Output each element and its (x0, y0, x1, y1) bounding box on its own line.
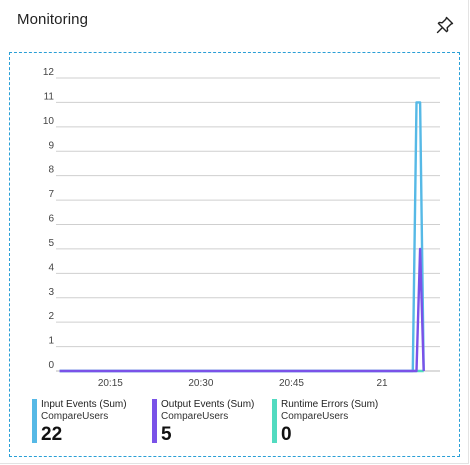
y-tick-label: 7 (48, 189, 54, 200)
series-line-output (59, 247, 425, 373)
pin-icon[interactable] (434, 14, 456, 36)
panel-title: Monitoring (17, 11, 89, 28)
legend-value: 0 (281, 424, 292, 445)
series-line-input (59, 101, 425, 373)
legend-value: 22 (41, 424, 63, 445)
legend-item-input-events[interactable]: Input Events (Sum) CompareUsers 22 (32, 399, 127, 447)
legend-swatch-output-events (152, 399, 157, 443)
y-tick-label: 2 (48, 311, 54, 322)
y-tick-label: 1 (48, 336, 54, 347)
legend-swatch-input-events (32, 399, 37, 443)
legend-value: 5 (161, 424, 172, 445)
y-tick-label: 9 (48, 140, 54, 151)
legend-item-runtime-errors[interactable]: Runtime Errors (Sum) CompareUsers 0 (272, 399, 378, 447)
y-tick-label: 4 (48, 262, 54, 273)
y-tick-label: 6 (48, 214, 54, 225)
legend-name: Input Events (Sum) (41, 399, 127, 410)
y-tick-label: 10 (43, 116, 55, 127)
legend-item-output-events[interactable]: Output Events (Sum) CompareUsers 5 (152, 399, 254, 447)
x-tick-label: 20:30 (188, 378, 213, 389)
chart-tile[interactable]: 0 1 2 3 4 5 6 7 8 9 10 11 12 20:15 20:30 20:45 21 Input … (9, 52, 460, 457)
legend-name: Output Events (Sum) (161, 399, 255, 410)
x-tick-label: 20:45 (279, 378, 304, 389)
y-tick-label: 8 (48, 165, 54, 176)
pin-icon-graphic (436, 16, 454, 34)
legend-subtitle: CompareUsers (41, 411, 109, 422)
y-tick-label: 11 (44, 91, 55, 102)
y-tick-label: 3 (48, 287, 54, 298)
y-tick-label: 5 (48, 238, 54, 249)
y-tick-label: 12 (43, 67, 55, 78)
y-tick-label: 0 (48, 360, 54, 371)
legend-subtitle: CompareUsers (161, 411, 229, 422)
legend-subtitle: CompareUsers (281, 411, 349, 422)
legend-name: Runtime Errors (Sum) (281, 399, 379, 410)
x-tick-label: 20:15 (98, 378, 123, 389)
x-tick-label: 21 (376, 378, 388, 389)
legend-swatch-runtime-errors (272, 399, 277, 443)
